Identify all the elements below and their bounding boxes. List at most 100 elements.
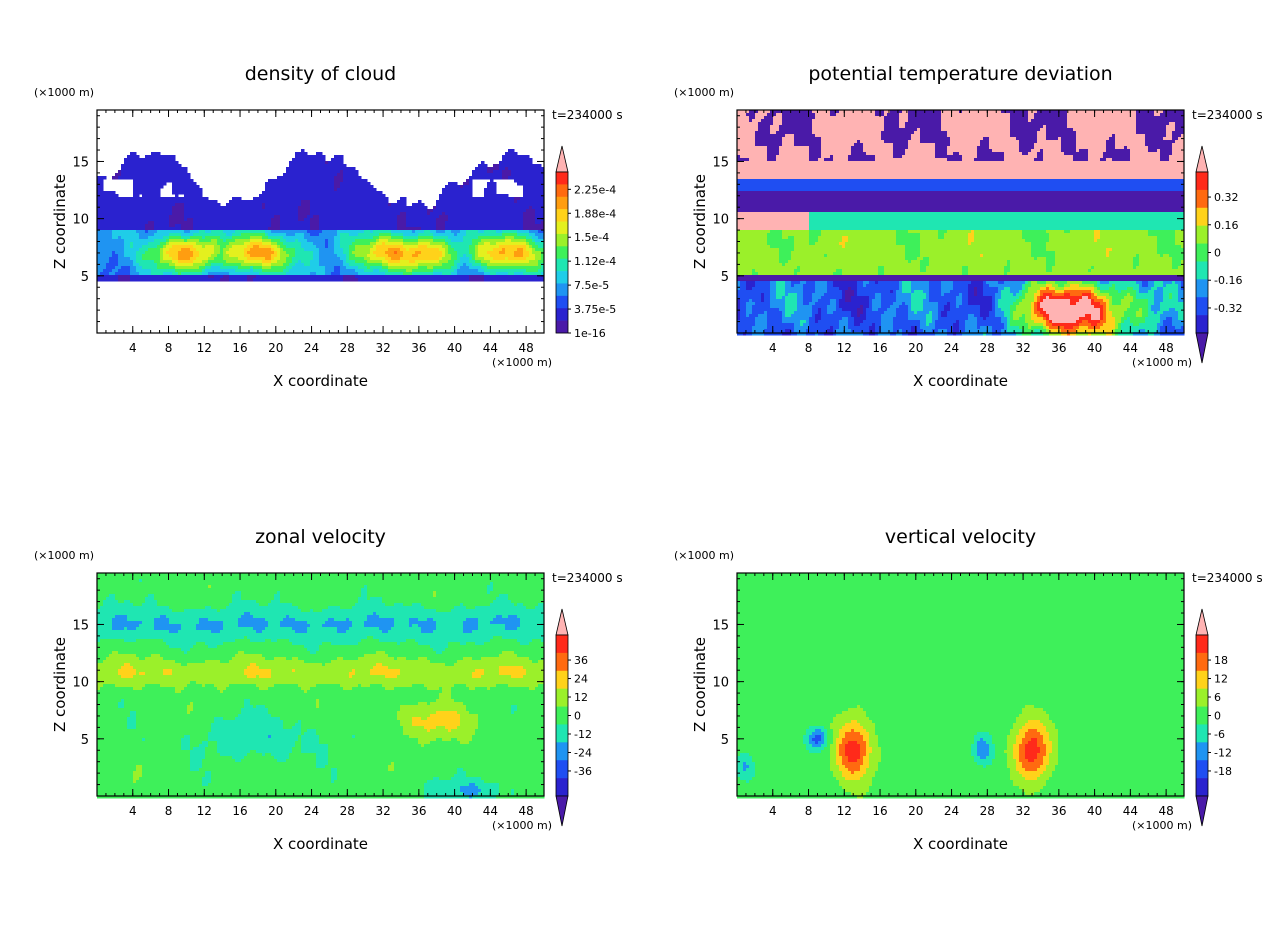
colorbar-label: 1.5e-4 bbox=[574, 231, 609, 244]
colorbar-segment bbox=[556, 184, 568, 198]
x-tick-label: 8 bbox=[805, 804, 813, 818]
colorbar-segment bbox=[1196, 760, 1208, 779]
chart-title: vertical velocity bbox=[885, 526, 1036, 548]
colorbar-segment bbox=[1196, 670, 1208, 689]
x-axis-label: X coordinate bbox=[273, 372, 368, 390]
colorbar-upper-extend bbox=[555, 145, 569, 173]
x-tick-label: 20 bbox=[268, 804, 283, 818]
colorbar-label: 3.75e-5 bbox=[574, 303, 616, 316]
x-tick-label: 20 bbox=[908, 341, 923, 355]
colorbar-label: 18 bbox=[1214, 654, 1228, 667]
x-tick-label: 28 bbox=[980, 341, 995, 355]
y-tick-label: 10 bbox=[712, 213, 729, 228]
x-tick-label: 44 bbox=[1123, 341, 1138, 355]
colorbar: 2.25e-4 1.88e-4 1.5e-4 1.12e-4 7.5e-5 3.75e-5… bbox=[555, 145, 616, 340]
y-axis-label: Z coordinate bbox=[51, 174, 69, 269]
x-tick-label: 48 bbox=[518, 341, 533, 355]
colorbar-label: 2.25e-4 bbox=[574, 183, 616, 196]
x-tick-label: 40 bbox=[1087, 341, 1102, 355]
x-tick-label: 32 bbox=[375, 341, 390, 355]
x-tick-label: 44 bbox=[483, 804, 498, 818]
colorbar-segment bbox=[556, 271, 568, 284]
colorbar-label: -12 bbox=[574, 728, 592, 741]
chart-panel-4: vertical velocity(×1000 m)t=234000 s4 8 12… bbox=[674, 526, 1263, 853]
colorbar-label: 7.5e-5 bbox=[574, 279, 609, 292]
colorbar-label: 1.88e-4 bbox=[574, 207, 616, 220]
x-tick-label: 40 bbox=[447, 341, 462, 355]
y-tick-label: 5 bbox=[81, 733, 89, 748]
x-tick-label: 36 bbox=[1051, 341, 1066, 355]
colorbar-label: 1e-16 bbox=[574, 327, 606, 340]
colorbar-label: -18 bbox=[1214, 765, 1232, 778]
colorbar-segment bbox=[556, 308, 568, 321]
colorbar-segment bbox=[1196, 742, 1208, 761]
y-tick-label: 15 bbox=[712, 618, 729, 633]
x-tick-label: 20 bbox=[268, 341, 283, 355]
y-tick-label: 5 bbox=[81, 270, 89, 285]
chart-panel-3: zonal velocity(×1000 m)t=234000 s4 8 12 16 2… bbox=[34, 526, 623, 853]
colorbar-segment bbox=[556, 778, 568, 797]
x-unit-label: (×1000 m) bbox=[1132, 819, 1192, 832]
colorbar-label: 0.32 bbox=[1214, 191, 1239, 204]
x-unit-label: (×1000 m) bbox=[492, 819, 552, 832]
colorbar-label: -0.16 bbox=[1214, 274, 1242, 287]
y-tick-label: 15 bbox=[712, 155, 729, 170]
y-tick-label: 15 bbox=[72, 618, 89, 633]
x-tick-label: 16 bbox=[872, 804, 887, 818]
y-tick-label: 10 bbox=[712, 676, 729, 691]
colorbar-lower-extend bbox=[555, 795, 569, 827]
colorbar-segment bbox=[1196, 297, 1208, 316]
x-tick-label: 24 bbox=[944, 804, 959, 818]
y-unit-label: (×1000 m) bbox=[34, 86, 94, 99]
colorbar-segment bbox=[556, 258, 568, 272]
colorbar-segment bbox=[556, 670, 568, 689]
colorbar-segment bbox=[556, 246, 568, 259]
x-tick-label: 12 bbox=[197, 341, 212, 355]
x-tick-label: 48 bbox=[518, 804, 533, 818]
colorbar-segment bbox=[1196, 724, 1208, 743]
heatmap-field bbox=[97, 573, 545, 799]
colorbar-segment bbox=[556, 635, 568, 654]
x-tick-label: 4 bbox=[769, 804, 777, 818]
x-tick-label: 8 bbox=[165, 341, 173, 355]
x-unit-label: (×1000 m) bbox=[492, 356, 552, 369]
colorbar-segment bbox=[556, 688, 568, 707]
colorbar-segment bbox=[556, 196, 568, 210]
colorbar-segment bbox=[556, 221, 568, 235]
x-tick-label: 12 bbox=[837, 341, 852, 355]
colorbar-segment bbox=[556, 233, 568, 247]
colorbar-segment bbox=[1196, 778, 1208, 797]
colorbar-label: -36 bbox=[574, 765, 592, 778]
x-axis-label: X coordinate bbox=[273, 835, 368, 853]
colorbar-label: 1.12e-4 bbox=[574, 255, 616, 268]
colorbar-upper-extend bbox=[1195, 608, 1209, 636]
x-tick-label: 16 bbox=[232, 341, 247, 355]
colorbar-label: 0.16 bbox=[1214, 219, 1239, 232]
x-tick-label: 28 bbox=[980, 804, 995, 818]
x-tick-label: 32 bbox=[1015, 341, 1030, 355]
y-axis-label: Z coordinate bbox=[691, 174, 709, 269]
x-tick-label: 4 bbox=[769, 341, 777, 355]
colorbar-lower-extend bbox=[1195, 795, 1209, 827]
colorbar-label: 0 bbox=[1214, 247, 1221, 260]
y-tick-label: 5 bbox=[721, 270, 729, 285]
colorbar-label: 6 bbox=[1214, 691, 1221, 704]
y-unit-label: (×1000 m) bbox=[34, 549, 94, 562]
colorbar-label: 0 bbox=[1214, 710, 1221, 723]
y-tick-label: 5 bbox=[721, 733, 729, 748]
x-tick-label: 24 bbox=[304, 804, 319, 818]
x-tick-label: 44 bbox=[483, 341, 498, 355]
x-tick-label: 36 bbox=[411, 341, 426, 355]
colorbar-segment bbox=[556, 706, 568, 725]
chart-title: potential temperature deviation bbox=[808, 63, 1112, 85]
x-tick-label: 20 bbox=[908, 804, 923, 818]
x-tick-label: 48 bbox=[1158, 804, 1173, 818]
colorbar-upper-extend bbox=[1195, 145, 1209, 173]
x-tick-label: 28 bbox=[340, 341, 355, 355]
x-tick-label: 4 bbox=[129, 341, 137, 355]
x-tick-label: 36 bbox=[411, 804, 426, 818]
x-tick-label: 40 bbox=[447, 804, 462, 818]
colorbar-segment bbox=[1196, 207, 1208, 226]
colorbar-label: 0 bbox=[574, 710, 581, 723]
